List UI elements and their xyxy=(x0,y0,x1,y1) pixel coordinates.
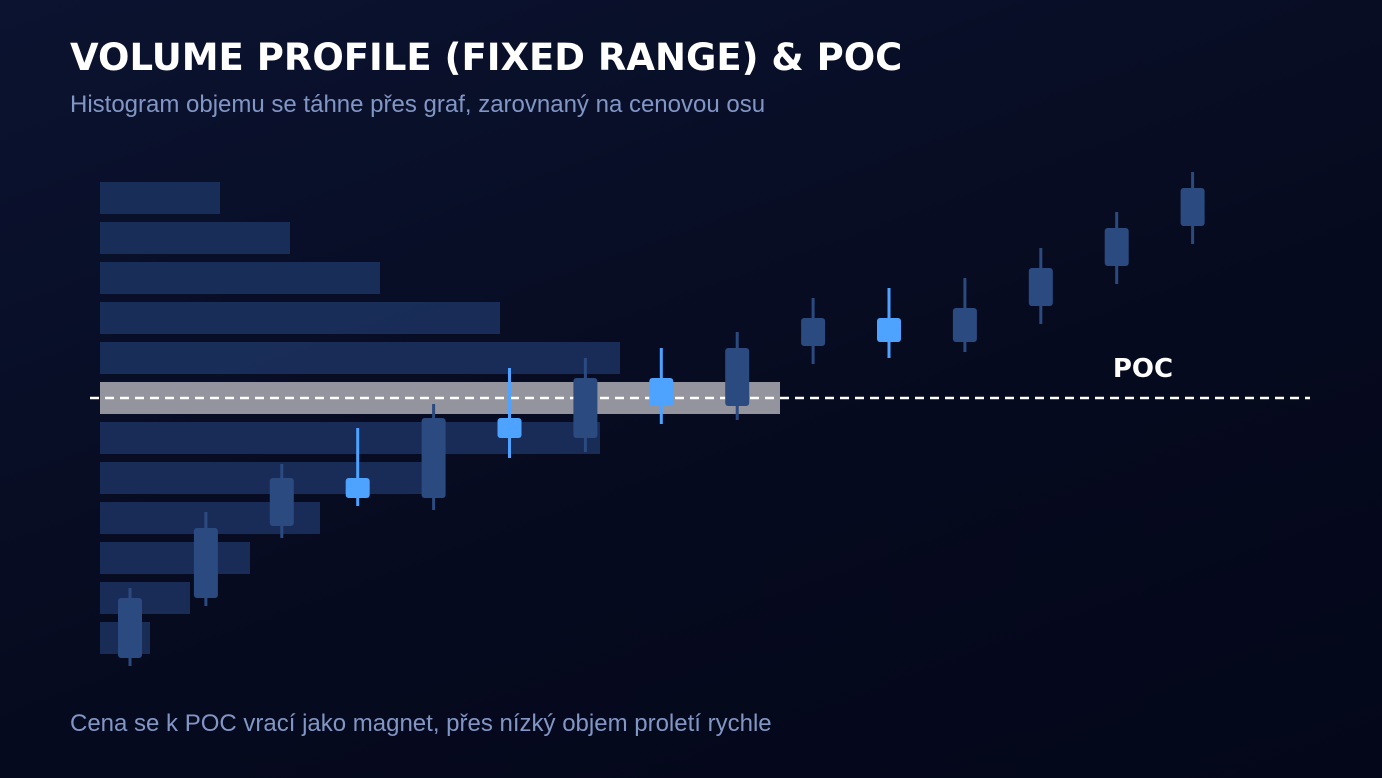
footnote: Cena se k POC vrací jako magnet, přes ní… xyxy=(70,710,772,737)
candle-body xyxy=(497,418,522,438)
volume-bar xyxy=(100,182,220,214)
candle-body xyxy=(801,318,826,346)
candle-body xyxy=(193,528,218,598)
candle-body xyxy=(1104,228,1129,266)
candle-body xyxy=(952,308,977,342)
candle-body xyxy=(1180,188,1205,226)
volume-bar xyxy=(100,342,620,374)
volume-bar xyxy=(100,262,380,294)
candle-body xyxy=(573,378,598,438)
chart-title: VOLUME PROFILE (FIXED RANGE) & POC xyxy=(70,36,902,79)
candle-body xyxy=(1028,268,1053,306)
candle-body xyxy=(725,348,750,406)
poc-label: POC xyxy=(1113,354,1173,384)
volume-bar xyxy=(100,582,190,614)
volume-bar xyxy=(100,542,250,574)
chart-subtitle: Histogram objemu se táhne přes graf, zar… xyxy=(70,91,765,118)
candle-body xyxy=(421,418,446,498)
candle-body xyxy=(345,478,370,498)
candle-body xyxy=(649,378,674,406)
volume-bar xyxy=(100,302,500,334)
volume-bar xyxy=(100,222,290,254)
candle-body xyxy=(877,318,901,342)
volume-bar xyxy=(100,422,600,454)
candle-body xyxy=(118,598,142,658)
volume-bar xyxy=(100,462,430,494)
candle-body xyxy=(269,478,294,526)
